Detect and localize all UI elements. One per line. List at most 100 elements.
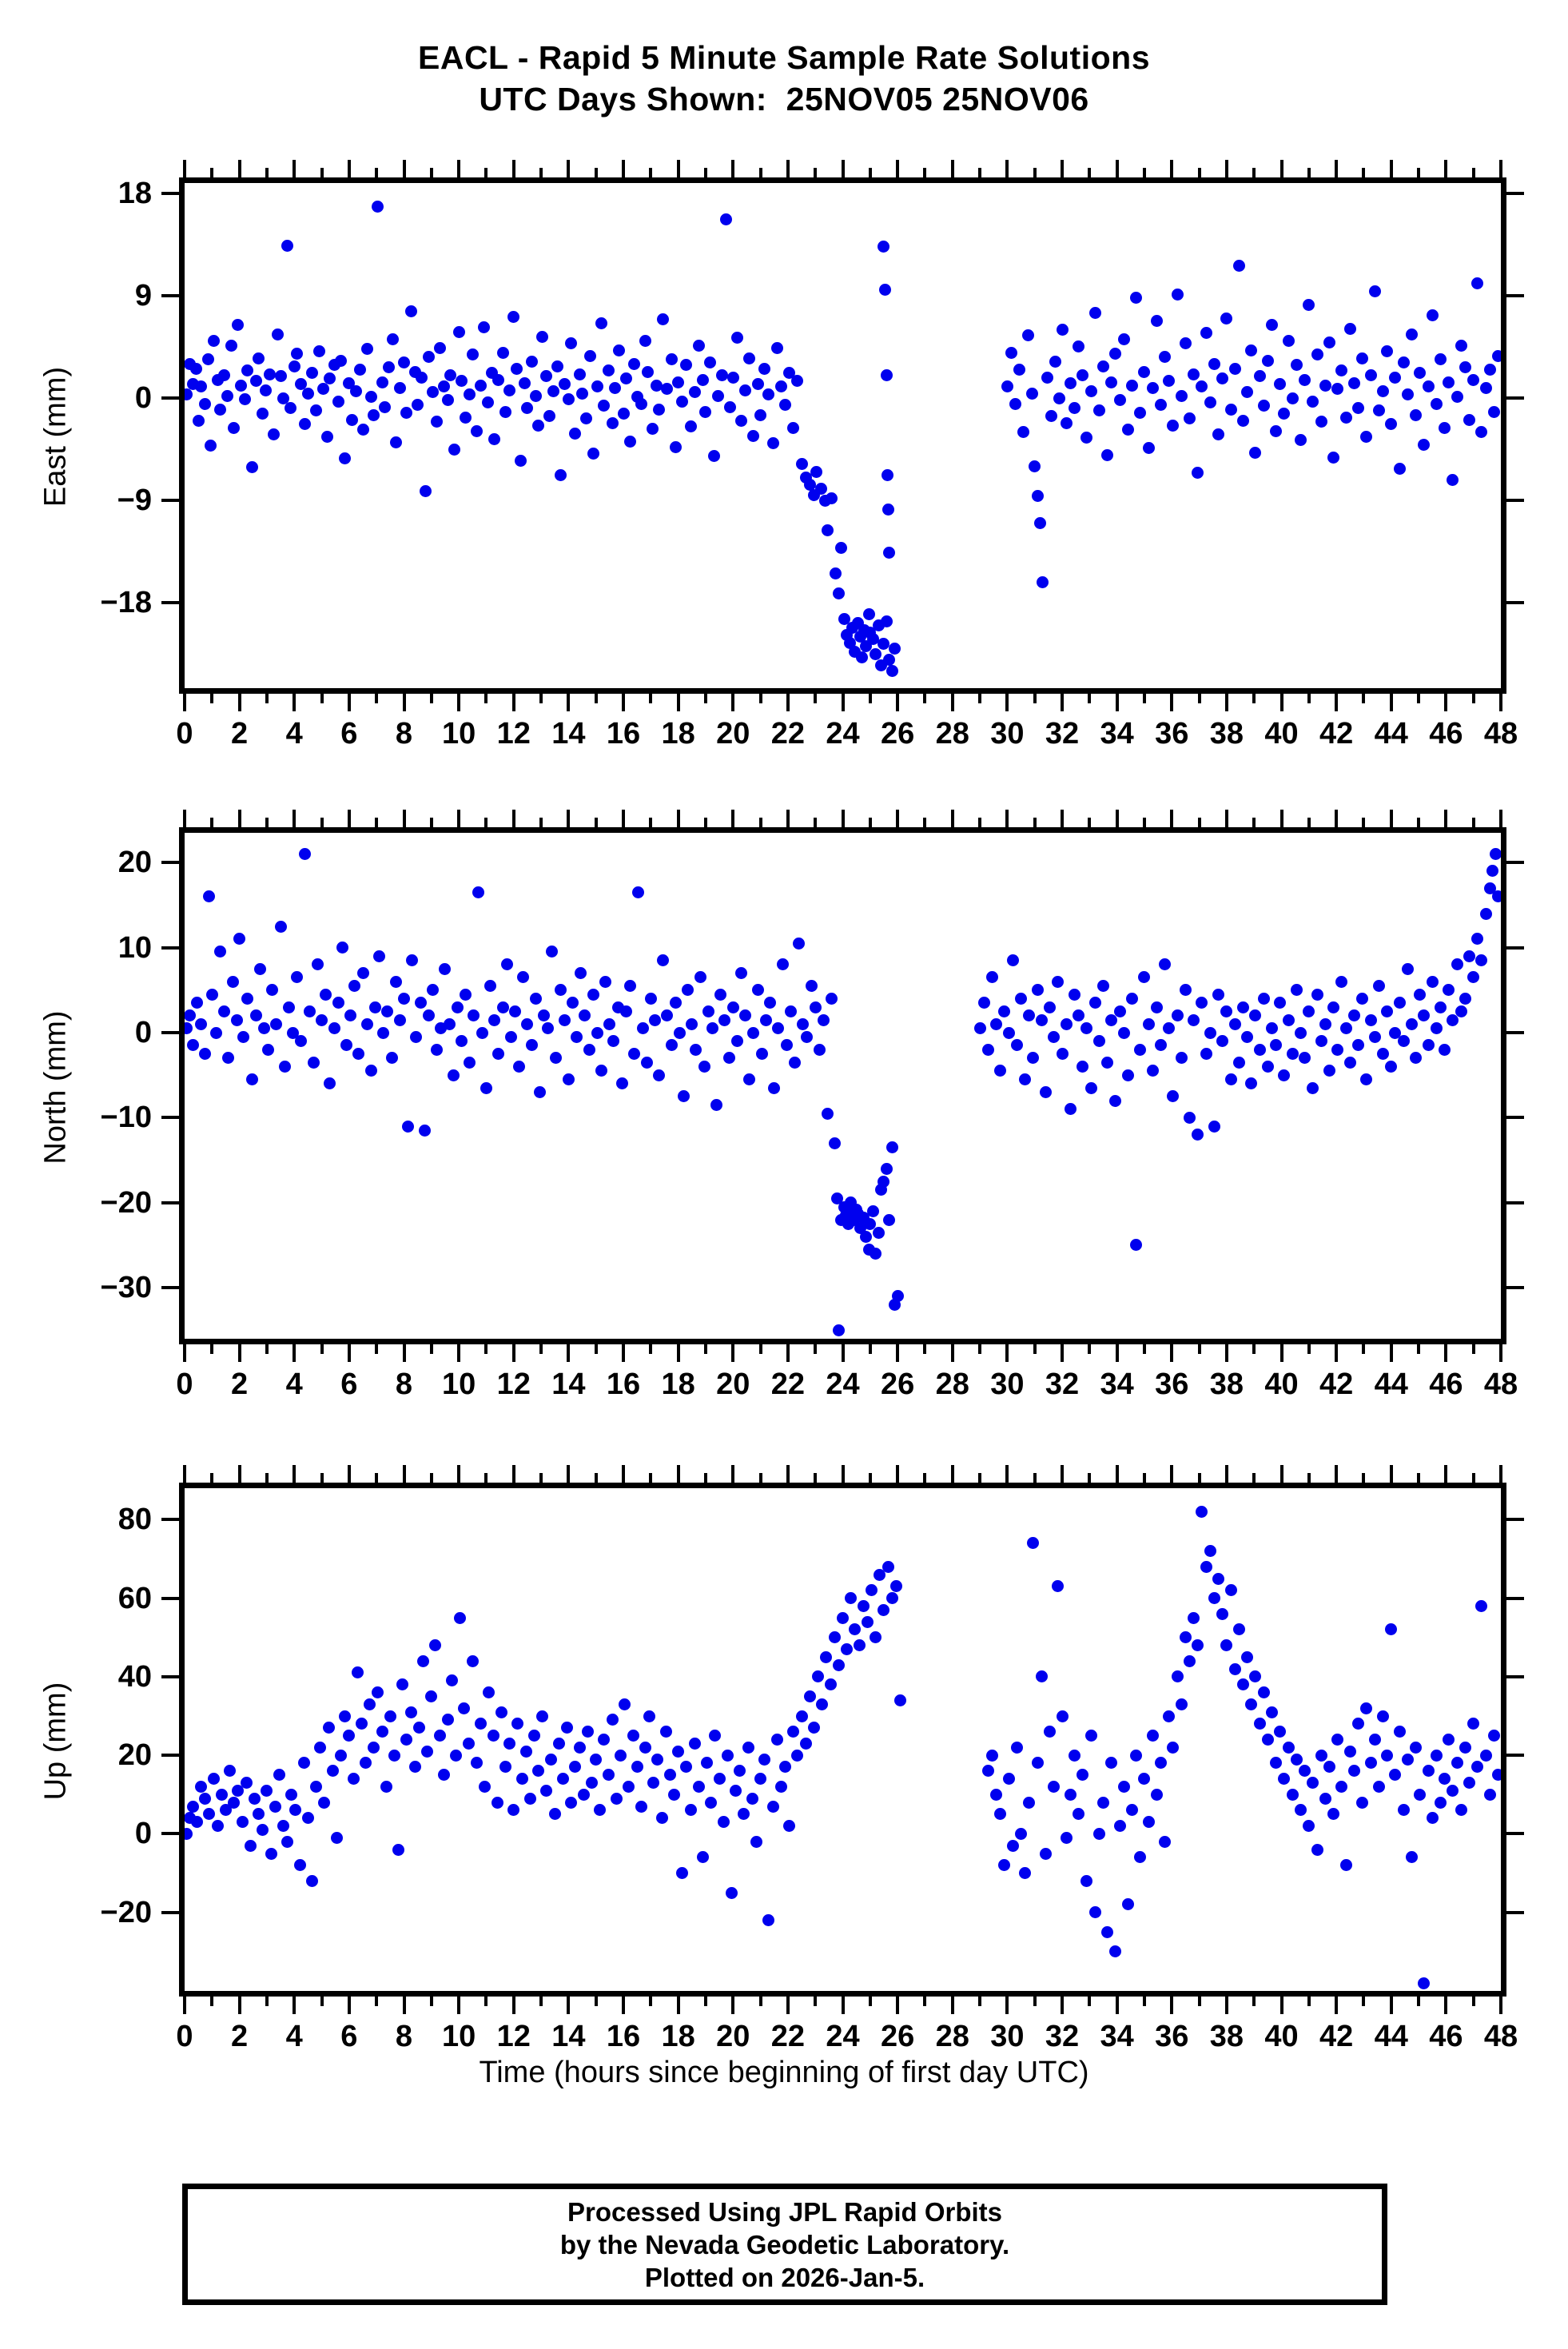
x-tick-label: 30 (990, 2020, 1025, 2053)
data-point (826, 992, 838, 1005)
data-point (845, 1592, 858, 1605)
data-point (1389, 1769, 1402, 1782)
data-point (185, 1022, 193, 1035)
x-tick-major-top (237, 810, 241, 827)
data-point (1027, 1537, 1040, 1550)
x-tick-label: 4 (285, 1368, 303, 1401)
data-point (1253, 1718, 1266, 1730)
data-point (702, 1005, 714, 1017)
data-point (1410, 408, 1423, 421)
x-tick-major-top (1389, 810, 1393, 827)
x-tick-minor-top (649, 1473, 653, 1483)
data-point (878, 1175, 890, 1188)
data-point (1265, 319, 1278, 332)
data-point (1117, 1780, 1130, 1793)
data-point (591, 1026, 603, 1039)
x-tick-minor-bottom (1417, 1344, 1421, 1354)
data-point (470, 424, 483, 437)
x-tick-minor-top (1471, 168, 1475, 177)
data-point (253, 1808, 265, 1821)
x-tick-minor-bottom (1307, 694, 1311, 703)
data-point (1352, 402, 1365, 415)
data-point (1200, 1560, 1212, 1573)
x-tick-label: 28 (935, 2020, 969, 2053)
data-point (684, 420, 697, 433)
data-point (265, 1847, 277, 1860)
data-point (730, 1035, 743, 1048)
data-point (738, 1808, 750, 1821)
x-tick-label: 18 (661, 717, 695, 750)
data-point (1443, 376, 1455, 388)
plot-frame-east (179, 177, 1506, 694)
data-point (510, 362, 523, 375)
data-point (648, 1013, 661, 1026)
x-tick-minor-bottom (320, 1344, 324, 1354)
data-point (400, 407, 413, 420)
data-point (1109, 348, 1122, 360)
data-point (1245, 344, 1258, 356)
footer-line-1: Processed Using JPL Rapid Orbits (567, 2196, 1003, 2227)
y-tick-right (1506, 1832, 1524, 1836)
x-tick-major-top (676, 160, 680, 177)
data-point (1228, 362, 1241, 375)
data-point (1241, 1030, 1254, 1043)
x-tick-major-bottom (567, 1344, 571, 1362)
data-point (882, 1560, 894, 1573)
x-tick-label: 12 (496, 717, 531, 750)
x-tick-label: 36 (1155, 2020, 1189, 2053)
x-tick-minor-bottom (814, 694, 818, 703)
data-point (470, 1757, 483, 1770)
data-point (291, 971, 304, 984)
data-point (356, 967, 369, 980)
data-point (1486, 865, 1499, 878)
data-point (523, 1792, 536, 1805)
data-point (1023, 1009, 1036, 1022)
data-point (1356, 352, 1369, 364)
data-point (237, 1030, 250, 1043)
data-point (336, 942, 348, 954)
x-tick-major-bottom (1115, 1344, 1119, 1362)
data-point (619, 372, 632, 385)
data-point (293, 1859, 306, 1872)
data-point (606, 1714, 619, 1726)
data-point (669, 440, 682, 453)
data-point (565, 1796, 578, 1809)
x-tick-minor-top (923, 1473, 927, 1483)
data-point (441, 1714, 454, 1726)
data-point (1257, 1686, 1270, 1699)
plot-area-up (185, 1488, 1501, 1991)
x-tick-label: 44 (1374, 2020, 1408, 2053)
data-point (427, 984, 440, 997)
x-tick-minor-bottom (375, 694, 379, 703)
data-point (746, 1792, 758, 1805)
data-point (1331, 1043, 1344, 1056)
x-tick-minor-top (1142, 168, 1146, 177)
data-point (221, 389, 233, 402)
data-point (1105, 1013, 1118, 1026)
data-point (1159, 1835, 1172, 1848)
data-point (1290, 359, 1303, 372)
x-tick-major-bottom (896, 694, 900, 711)
data-point (1475, 426, 1488, 439)
data-point (1385, 1061, 1398, 1073)
data-point (1241, 386, 1254, 399)
data-point (1360, 1702, 1373, 1714)
data-point (393, 381, 406, 394)
x-tick-label: 42 (1319, 717, 1354, 750)
x-tick-major-bottom (1170, 694, 1174, 711)
data-point (866, 633, 879, 646)
data-point (1347, 377, 1360, 390)
data-point (425, 1690, 438, 1702)
data-point (203, 890, 216, 903)
y-tick-left (161, 1832, 179, 1836)
data-point (714, 988, 727, 1001)
x-tick-minor-top (1142, 818, 1146, 827)
x-tick-minor-top (1252, 168, 1256, 177)
x-tick-minor-top (1471, 1473, 1475, 1483)
x-tick-major-bottom (1279, 1344, 1283, 1362)
data-point (1171, 288, 1184, 301)
data-point (209, 1026, 222, 1039)
data-point (624, 435, 637, 448)
x-tick-major-bottom (1170, 1997, 1174, 2014)
